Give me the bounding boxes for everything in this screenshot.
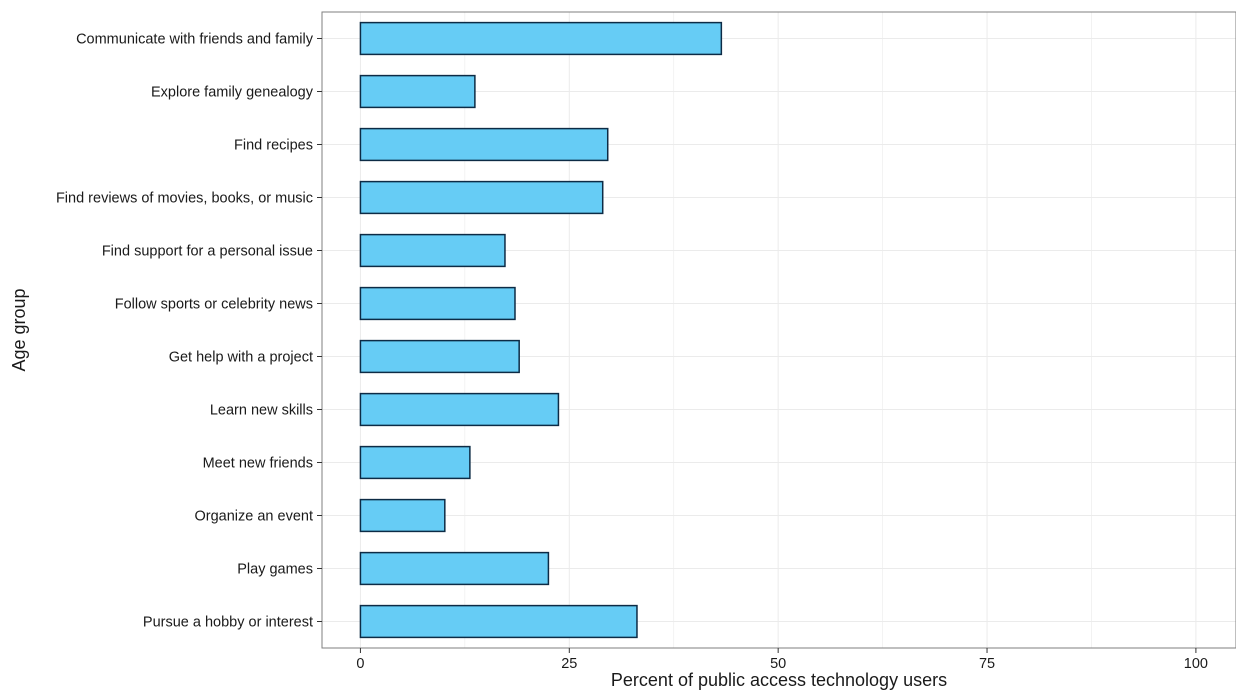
y-tick-label: Explore family genealogy xyxy=(151,85,314,101)
bars xyxy=(359,21,723,639)
y-axis-title: Age group xyxy=(9,288,29,371)
bar xyxy=(359,498,446,533)
y-tick-label: Organize an event xyxy=(195,509,314,525)
plot-panel-border xyxy=(321,11,1236,649)
y-tick-label: Meet new friends xyxy=(203,456,313,472)
plot-panel-background xyxy=(322,12,1236,648)
y-tick-label: Get help with a project xyxy=(169,350,313,366)
y-tick-label: Learn new skills xyxy=(210,403,313,419)
x-tick-label: 100 xyxy=(1184,656,1208,672)
bar xyxy=(359,551,550,586)
y-tick-label: Find recipes xyxy=(234,138,313,154)
x-tick-label: 50 xyxy=(770,656,786,672)
bar xyxy=(359,445,471,480)
bar xyxy=(359,392,560,427)
y-tick-label: Play games xyxy=(237,562,313,578)
y-tick-label: Find reviews of movies, books, or music xyxy=(56,191,313,207)
y-tick-label: Communicate with friends and family xyxy=(76,32,314,48)
grid-lines xyxy=(322,12,1236,648)
bar xyxy=(359,604,638,639)
y-tick-label: Find support for a personal issue xyxy=(102,244,313,260)
x-axis: 0 25 50 75 100 xyxy=(356,648,1208,672)
bar xyxy=(359,74,476,109)
bar xyxy=(359,286,516,321)
y-tick-label: Follow sports or celebrity news xyxy=(115,297,313,313)
bar xyxy=(359,233,506,268)
x-tick-label: 75 xyxy=(979,656,995,672)
bar xyxy=(359,339,520,374)
y-axis: Communicate with friends and family Explo… xyxy=(56,32,322,631)
x-axis-title: Percent of public access technology user… xyxy=(611,670,947,690)
x-tick-label: 25 xyxy=(561,656,577,672)
x-tick-label: 0 xyxy=(356,656,364,672)
bar xyxy=(359,127,609,162)
y-tick-label: Pursue a hobby or interest xyxy=(143,615,313,631)
bar xyxy=(359,21,723,56)
bar xyxy=(359,180,604,215)
